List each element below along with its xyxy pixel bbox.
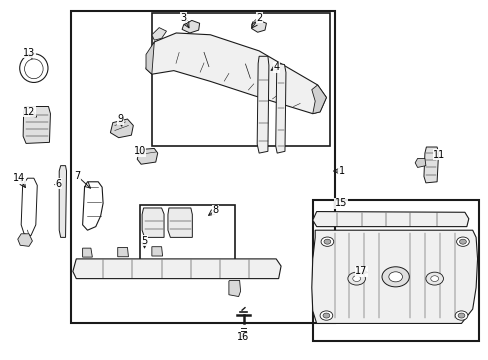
Bar <box>312 200 478 341</box>
Polygon shape <box>152 247 162 256</box>
Polygon shape <box>167 208 192 237</box>
Text: 10: 10 <box>133 146 145 156</box>
Bar <box>152 13 329 146</box>
Circle shape <box>347 272 365 285</box>
Bar <box>71 12 334 323</box>
Circle shape <box>321 237 333 246</box>
Polygon shape <box>59 166 66 237</box>
Text: 6: 6 <box>55 179 61 189</box>
Polygon shape <box>118 247 128 257</box>
Circle shape <box>457 313 464 318</box>
Polygon shape <box>82 248 92 257</box>
Text: 7: 7 <box>75 171 81 181</box>
Polygon shape <box>23 107 50 143</box>
Circle shape <box>323 313 329 318</box>
Polygon shape <box>251 21 266 32</box>
Circle shape <box>454 311 467 320</box>
Text: 13: 13 <box>23 48 35 58</box>
Text: 9: 9 <box>117 114 123 124</box>
Circle shape <box>430 276 438 282</box>
Text: 5: 5 <box>141 236 147 246</box>
Polygon shape <box>182 21 199 33</box>
Polygon shape <box>311 85 326 114</box>
Polygon shape <box>311 230 477 323</box>
Circle shape <box>388 272 402 282</box>
Circle shape <box>425 272 443 285</box>
Polygon shape <box>146 33 326 114</box>
Text: 17: 17 <box>355 266 367 276</box>
Text: 2: 2 <box>256 13 262 23</box>
Circle shape <box>456 237 468 246</box>
Text: 15: 15 <box>334 198 346 208</box>
Text: 12: 12 <box>23 107 35 117</box>
Polygon shape <box>414 158 425 167</box>
Text: 14: 14 <box>13 173 25 183</box>
Polygon shape <box>257 56 268 153</box>
Text: 16: 16 <box>237 332 249 342</box>
Text: 1: 1 <box>338 166 345 176</box>
Circle shape <box>324 239 330 244</box>
Circle shape <box>459 239 466 244</box>
Polygon shape <box>142 208 163 237</box>
Text: 3: 3 <box>180 13 186 23</box>
Text: 8: 8 <box>212 206 218 216</box>
Text: 11: 11 <box>432 150 445 160</box>
Circle shape <box>320 311 332 320</box>
Polygon shape <box>228 280 240 297</box>
Polygon shape <box>146 42 154 74</box>
Polygon shape <box>312 212 468 226</box>
Circle shape <box>381 267 408 287</box>
Polygon shape <box>275 63 285 153</box>
Polygon shape <box>423 147 438 183</box>
Bar <box>140 205 234 268</box>
Polygon shape <box>152 28 166 40</box>
Text: 4: 4 <box>273 62 279 72</box>
Polygon shape <box>110 119 133 138</box>
Polygon shape <box>137 148 158 164</box>
Polygon shape <box>73 259 281 279</box>
Circle shape <box>352 276 360 282</box>
Polygon shape <box>18 234 32 246</box>
